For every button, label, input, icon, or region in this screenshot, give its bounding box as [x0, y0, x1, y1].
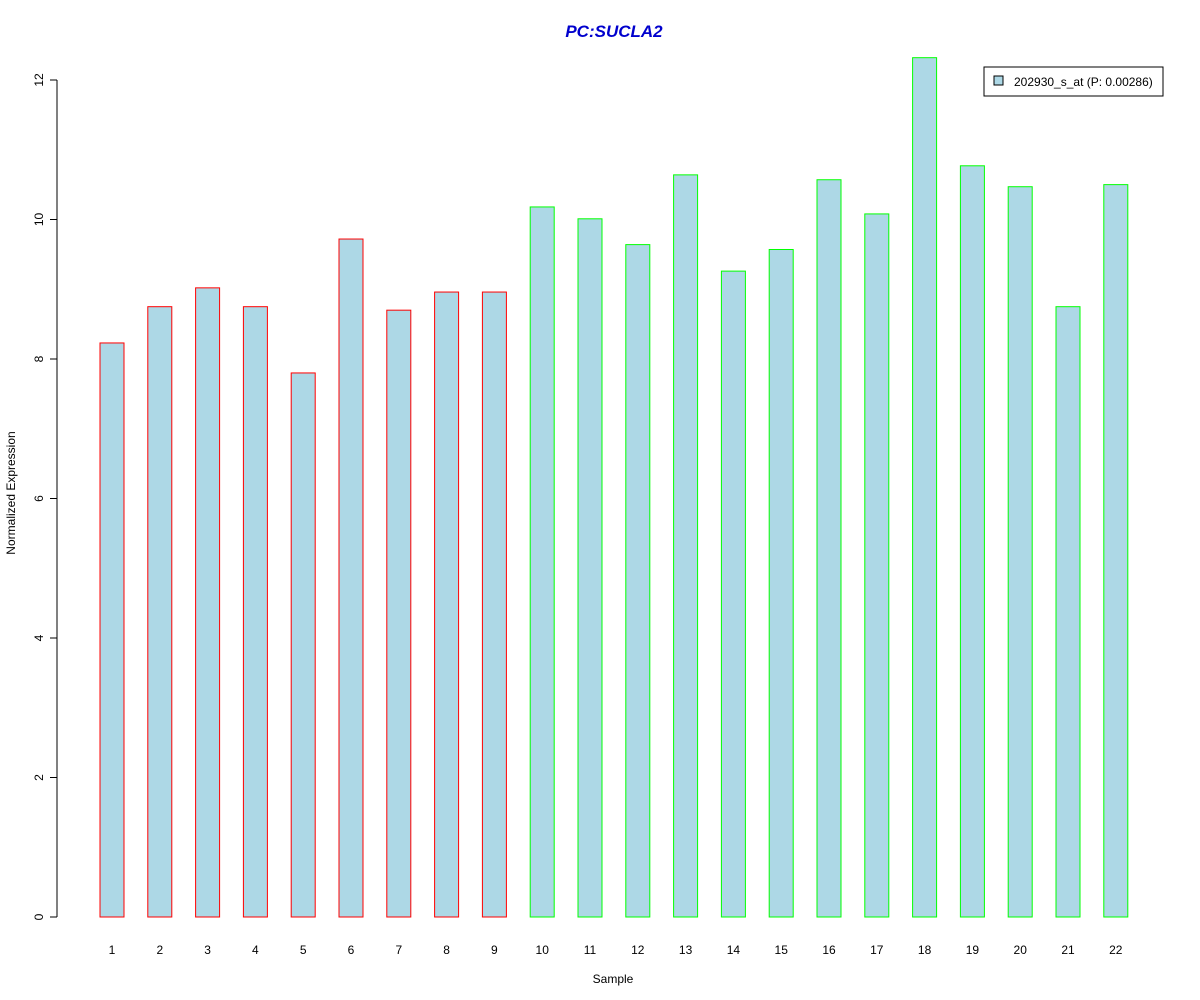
bar-sample-4 — [242, 306, 268, 918]
y-tick-label: 2 — [32, 774, 46, 781]
bars — [99, 57, 1129, 918]
x-tick-label: 2 — [156, 943, 163, 957]
legend-entry-label: 202930_s_at (P: 0.00286) — [1014, 75, 1153, 89]
x-tick-label: 15 — [775, 943, 789, 957]
chart-title: PC:SUCLA2 — [565, 22, 663, 41]
bar-sample-5 — [290, 372, 316, 918]
x-tick-label: 22 — [1109, 943, 1123, 957]
bar-sample-2 — [147, 306, 173, 918]
bar-sample-22 — [1103, 184, 1129, 918]
x-tick-label: 3 — [204, 943, 211, 957]
y-axis: 0 2 4 6 8 10 12 — [32, 73, 58, 920]
bar-sample-11 — [577, 218, 603, 918]
bar-sample-21 — [1055, 306, 1081, 918]
x-tick-label: 14 — [727, 943, 741, 957]
x-tick-label: 18 — [918, 943, 932, 957]
x-axis-label: Sample — [593, 972, 634, 986]
x-tick-label: 1 — [109, 943, 116, 957]
x-tick-label: 9 — [491, 943, 498, 957]
bar-sample-18 — [912, 57, 938, 918]
bar-sample-8 — [434, 291, 460, 918]
bar-sample-15 — [768, 248, 794, 918]
x-tick-label: 19 — [966, 943, 980, 957]
y-tick-label: 10 — [32, 213, 46, 227]
x-tick-label: 4 — [252, 943, 259, 957]
legend-box — [983, 66, 1164, 97]
bar-sample-16 — [816, 179, 842, 918]
x-tick-label: 11 — [584, 943, 597, 957]
y-tick-label: 6 — [32, 495, 46, 502]
x-tick-label: 17 — [870, 943, 884, 957]
bar-sample-7 — [386, 309, 412, 918]
x-tick-label: 10 — [536, 943, 550, 957]
x-tick-label: 6 — [348, 943, 355, 957]
y-tick-label: 12 — [32, 73, 46, 87]
bar-sample-13 — [673, 174, 699, 918]
bar-sample-10 — [529, 206, 555, 918]
bar-sample-12 — [625, 244, 651, 918]
legend: 202930_s_at (P: 0.00286) — [983, 66, 1164, 97]
bar-sample-17 — [864, 213, 890, 918]
y-tick-label: 0 — [32, 913, 46, 920]
y-tick-label: 8 — [32, 355, 46, 362]
bar-sample-19 — [959, 165, 985, 918]
bar-sample-9 — [481, 291, 507, 918]
bar-sample-6 — [338, 238, 364, 918]
x-tick-label: 12 — [631, 943, 645, 957]
bar-sample-1 — [99, 342, 125, 918]
x-tick-label: 7 — [395, 943, 402, 957]
bar-sample-14 — [720, 270, 746, 918]
x-tick-label: 20 — [1014, 943, 1028, 957]
legend-swatch — [993, 75, 1004, 86]
x-tick-label: 8 — [443, 943, 450, 957]
x-tick-labels: 1 2 3 4 5 6 7 8 9 10 11 12 13 14 15 16 17 18 19 20 21 22 — [109, 943, 1123, 957]
bar-sample-3 — [195, 287, 221, 918]
y-tick-label: 4 — [32, 634, 46, 641]
x-tick-label: 5 — [300, 943, 307, 957]
y-axis-label: Normalized Expression — [4, 431, 18, 554]
bar-sample-20 — [1007, 186, 1033, 918]
x-tick-label: 21 — [1061, 943, 1075, 957]
x-tick-label: 16 — [822, 943, 836, 957]
x-tick-label: 13 — [679, 943, 693, 957]
